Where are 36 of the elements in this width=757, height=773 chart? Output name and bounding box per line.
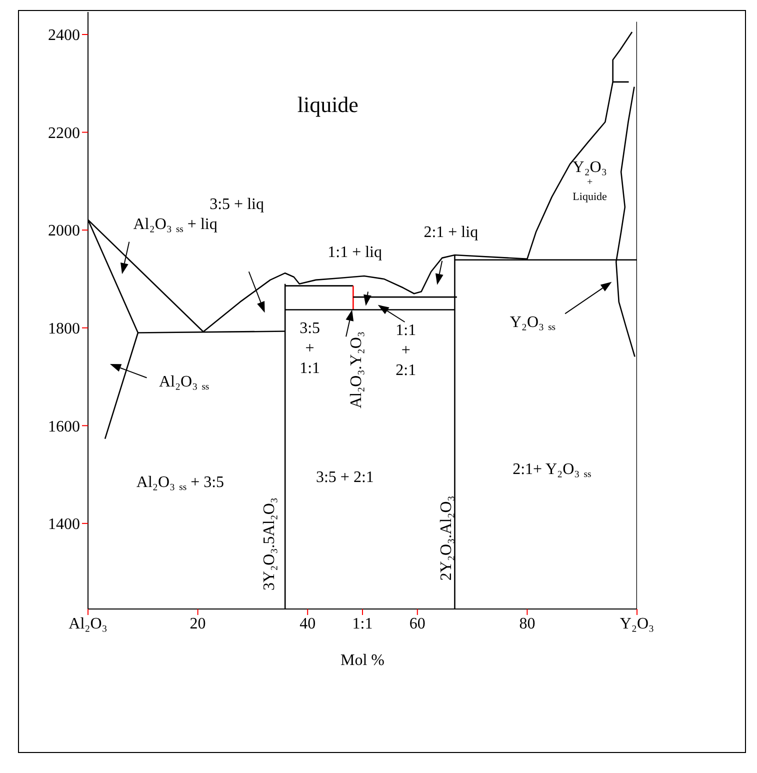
annotation: Al₂O₃.Y₂O₃	[347, 331, 364, 408]
x-tick-label: 60	[409, 615, 426, 632]
annotation: 1:1	[300, 359, 320, 376]
annotation: Y₂O₃	[572, 158, 607, 176]
annotation: 1:1	[396, 321, 416, 338]
y-tick-label: 1800	[48, 320, 80, 338]
x-tick-label: 40	[300, 615, 316, 632]
y-tick-label: 2000	[48, 222, 80, 240]
annotation: 3Y₂O₃.5Al₂O₃	[260, 497, 278, 590]
annotation: Liquide	[572, 190, 608, 203]
annotation: 3:5	[300, 319, 320, 336]
annotation: 2:1 + liq	[424, 224, 478, 241]
annotation: +	[305, 339, 314, 356]
y-tick-label: 1400	[48, 516, 80, 534]
x-axis-title: Mol %	[340, 652, 384, 669]
annotation: 2:1+ Y₂O₃ $_{ss}$	[512, 460, 592, 480]
annotation: Al₂O₃ $_{ss}$	[158, 373, 210, 393]
annotation: 3:5 + 2:1	[316, 468, 374, 486]
y-tick-label: 2200	[48, 124, 80, 142]
x-tick-label: 20	[190, 615, 206, 632]
x-tick-label: 80	[519, 615, 536, 632]
annotation: Al₂O₃ $_{ss}$ + liq	[133, 216, 218, 236]
x-tick-label: Al₂O₃	[68, 615, 108, 632]
annotation: 1:1 + liq	[328, 244, 382, 261]
annotation: Al₂O₃ $_{ss}$ + 3:5	[136, 473, 224, 493]
y-tick-label: 2400	[48, 27, 80, 44]
annotation: 2:1	[396, 361, 416, 378]
annotation: +	[586, 176, 593, 188]
annotation: liquide	[297, 91, 358, 116]
x-tick-label: Y₂O₃	[620, 615, 654, 632]
annotation: +	[401, 341, 410, 358]
annotation: 2Y₂O₃.Al₂O₃	[437, 496, 454, 581]
annotation: 3:5 + liq	[210, 196, 264, 213]
x-tick-label: 1:1	[352, 615, 373, 632]
y-tick-label: 1600	[48, 418, 80, 436]
annotation: Y₂O₃ $_{ss}$	[510, 313, 556, 333]
